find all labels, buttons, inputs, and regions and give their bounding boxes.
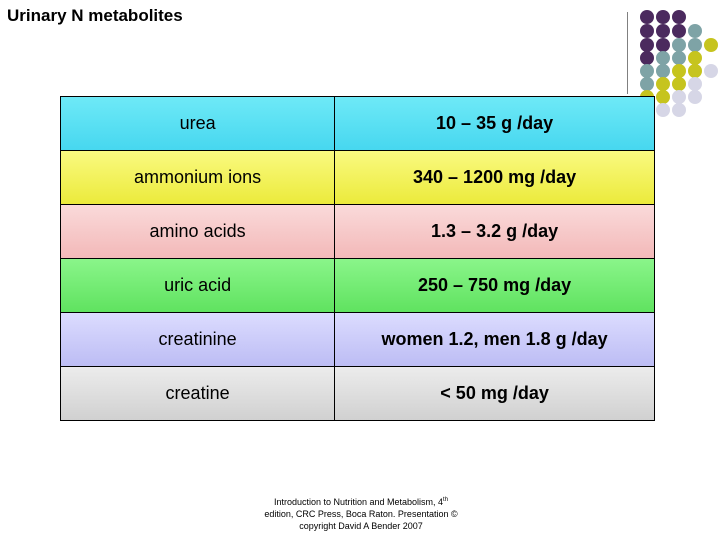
decorative-dot — [688, 51, 702, 65]
citation-text: Introduction to Nutrition and Metabolism… — [273, 497, 444, 507]
slide-title: Urinary N metabolites — [7, 6, 183, 25]
metabolite-name: urea — [59, 96, 336, 151]
decorative-dot — [672, 10, 686, 24]
decorative-dot — [656, 64, 670, 78]
metabolite-amount: 1.3 – 3.2 g /day — [334, 204, 655, 259]
table-row: creatinine women 1.2, men 1.8 g /day — [59, 312, 655, 367]
decorative-dot — [688, 90, 702, 104]
decorative-dot — [704, 64, 718, 78]
citation-line: copyright David A Bender 2007 — [299, 521, 423, 531]
decorative-dot — [640, 64, 654, 78]
decorative-dot — [672, 24, 686, 38]
decorative-dot — [640, 24, 654, 38]
decorative-dot — [656, 10, 670, 24]
decorative-dot — [656, 38, 670, 52]
table-row: creatine < 50 mg /day — [59, 366, 655, 421]
citation-superscript: th — [443, 497, 449, 503]
metabolites-table: urea 10 – 35 g /day ammonium ions 340 – … — [59, 96, 655, 421]
metabolite-amount: < 50 mg /day — [334, 366, 655, 421]
metabolite-amount: 250 – 750 mg /day — [334, 258, 655, 313]
decorative-dot — [672, 77, 686, 91]
decorative-divider — [627, 12, 628, 94]
decorative-dot — [672, 51, 686, 65]
metabolite-name: creatinine — [59, 312, 336, 367]
decorative-dot — [656, 24, 670, 38]
decorative-dot — [656, 77, 670, 91]
citation-line: Introduction to Nutrition and Metabolism… — [236, 494, 486, 508]
metabolite-name: uric acid — [59, 258, 336, 313]
decorative-dot — [688, 38, 702, 52]
metabolite-name: amino acids — [59, 204, 336, 259]
decorative-dot — [640, 10, 654, 24]
decorative-dot — [672, 90, 686, 104]
decorative-dot — [672, 103, 686, 117]
decorative-dot — [704, 38, 718, 52]
metabolite-name: ammonium ions — [59, 150, 336, 205]
table-row: amino acids 1.3 – 3.2 g /day — [59, 204, 655, 259]
decorative-dot — [656, 90, 670, 104]
table-row: uric acid 250 – 750 mg /day — [59, 258, 655, 313]
metabolite-name: creatine — [59, 366, 336, 421]
decorative-dot — [640, 51, 654, 65]
table-row: urea 10 – 35 g /day — [59, 96, 655, 151]
decorative-dot — [640, 77, 654, 91]
decorative-dot — [656, 51, 670, 65]
citation-footer: Introduction to Nutrition and Metabolism… — [236, 494, 486, 532]
metabolite-amount: 10 – 35 g /day — [334, 96, 655, 151]
decorative-dot — [688, 64, 702, 78]
decorative-dot — [688, 77, 702, 91]
decorative-dot — [672, 38, 686, 52]
decorative-dot — [672, 64, 686, 78]
metabolite-amount: women 1.2, men 1.8 g /day — [334, 312, 655, 367]
decorative-dot — [688, 24, 702, 38]
citation-line: edition, CRC Press, Boca Raton. Presenta… — [264, 509, 458, 519]
decorative-dot — [656, 103, 670, 117]
table-row: ammonium ions 340 – 1200 mg /day — [59, 150, 655, 205]
metabolite-amount: 340 – 1200 mg /day — [334, 150, 655, 205]
decorative-dot — [640, 38, 654, 52]
